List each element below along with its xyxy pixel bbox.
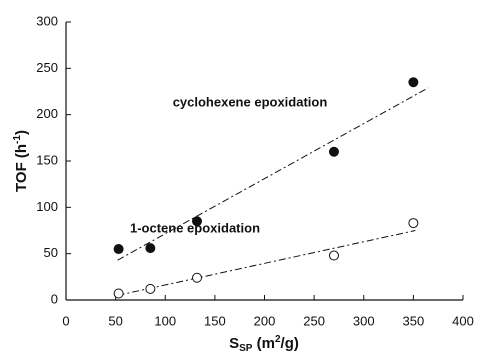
x-tick-label: 150 [204,313,226,328]
x-axis-label-part: /g) [281,335,299,352]
data-point [192,272,203,283]
data-point [145,283,156,294]
x-axis-label-part: 2 [275,334,281,345]
y-axis-label-part: -1 [12,135,23,144]
data-point [113,288,124,299]
x-tick-label: 100 [154,313,176,328]
x-axis-label-part: (m [252,335,275,352]
x-tick-label: 200 [254,313,276,328]
x-axis-label-part: S [229,335,239,352]
data-point [328,250,339,261]
x-tick-label: 400 [452,313,474,328]
x-tick-label: 300 [353,313,375,328]
data-point [328,146,339,157]
series-annotation: 1-octene epoxidation [130,220,260,235]
y-axis-label: TOF (h-1) [12,130,30,192]
data-point [408,77,419,88]
data-point [113,244,124,255]
y-tick-label: 150 [36,152,58,167]
y-axis-label-part: ) [13,130,30,135]
y-tick-label: 200 [36,106,58,121]
x-axis-label: SSP (m2/g) [229,334,299,354]
y-tick-label: 0 [51,291,58,306]
data-point [408,218,419,229]
y-tick-label: 50 [44,245,58,260]
fit-line [117,87,429,261]
data-point [192,216,203,227]
x-tick-label: 350 [403,313,425,328]
y-tick-label: 250 [36,60,58,75]
y-tick-label: 300 [36,13,58,28]
x-tick-label: 250 [303,313,325,328]
y-axis-label-part: TOF (h [13,144,30,192]
series-annotation: cyclohexene epoxidation [173,94,328,109]
y-tick-label: 100 [36,199,58,214]
x-tick-label: 0 [62,313,69,328]
data-point [145,243,156,254]
x-axis-label-part: SP [239,343,253,354]
fit-line [117,230,416,296]
x-tick-label: 50 [108,313,122,328]
